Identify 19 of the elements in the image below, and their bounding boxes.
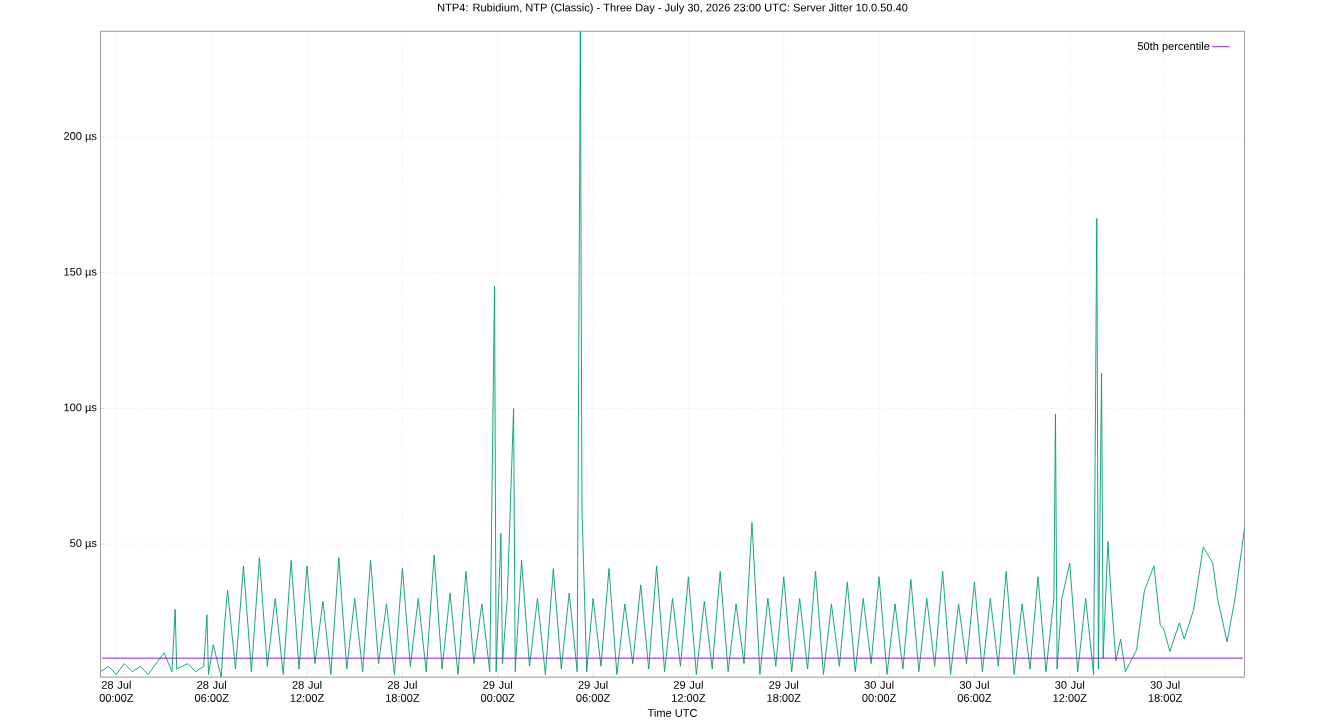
x-tick-label: 29 Jul 18:00Z [767, 680, 801, 702]
legend-label: 50th percentile [1137, 41, 1210, 53]
x-tick-label: 30 Jul 06:00Z [957, 680, 992, 702]
x-axis-title: Time UTC [647, 708, 698, 717]
x-tick-label: 30 Jul 12:00Z [1053, 680, 1087, 702]
x-tick-label: 29 Jul 00:00Z [480, 680, 515, 702]
y-tick-label: 50 µs [70, 539, 97, 550]
x-tick-label: 28 Jul 00:00Z [99, 680, 134, 702]
x-tick-label: 30 Jul 18:00Z [1148, 680, 1182, 702]
x-tick-label: 28 Jul 12:00Z [290, 680, 324, 702]
chart-title: NTP4: Rubidium, NTP (Classic) - Three Day - July 30, 2026 23:00 UTC: Server Jitter 10.0.50.40 [438, 3, 908, 14]
x-tick-label: 28 Jul 18:00Z [386, 680, 420, 702]
y-tick-label: 200 µs [64, 131, 97, 142]
y-tick-label: 100 µs [64, 403, 97, 414]
x-tick-label: 28 Jul 06:00Z [194, 680, 229, 702]
y-tick-label: 150 µs [64, 267, 97, 278]
x-tick-label: 29 Jul 12:00Z [672, 680, 706, 702]
x-tick-label: 30 Jul 00:00Z [862, 680, 896, 702]
x-tick-label: 29 Jul 06:00Z [576, 680, 610, 702]
